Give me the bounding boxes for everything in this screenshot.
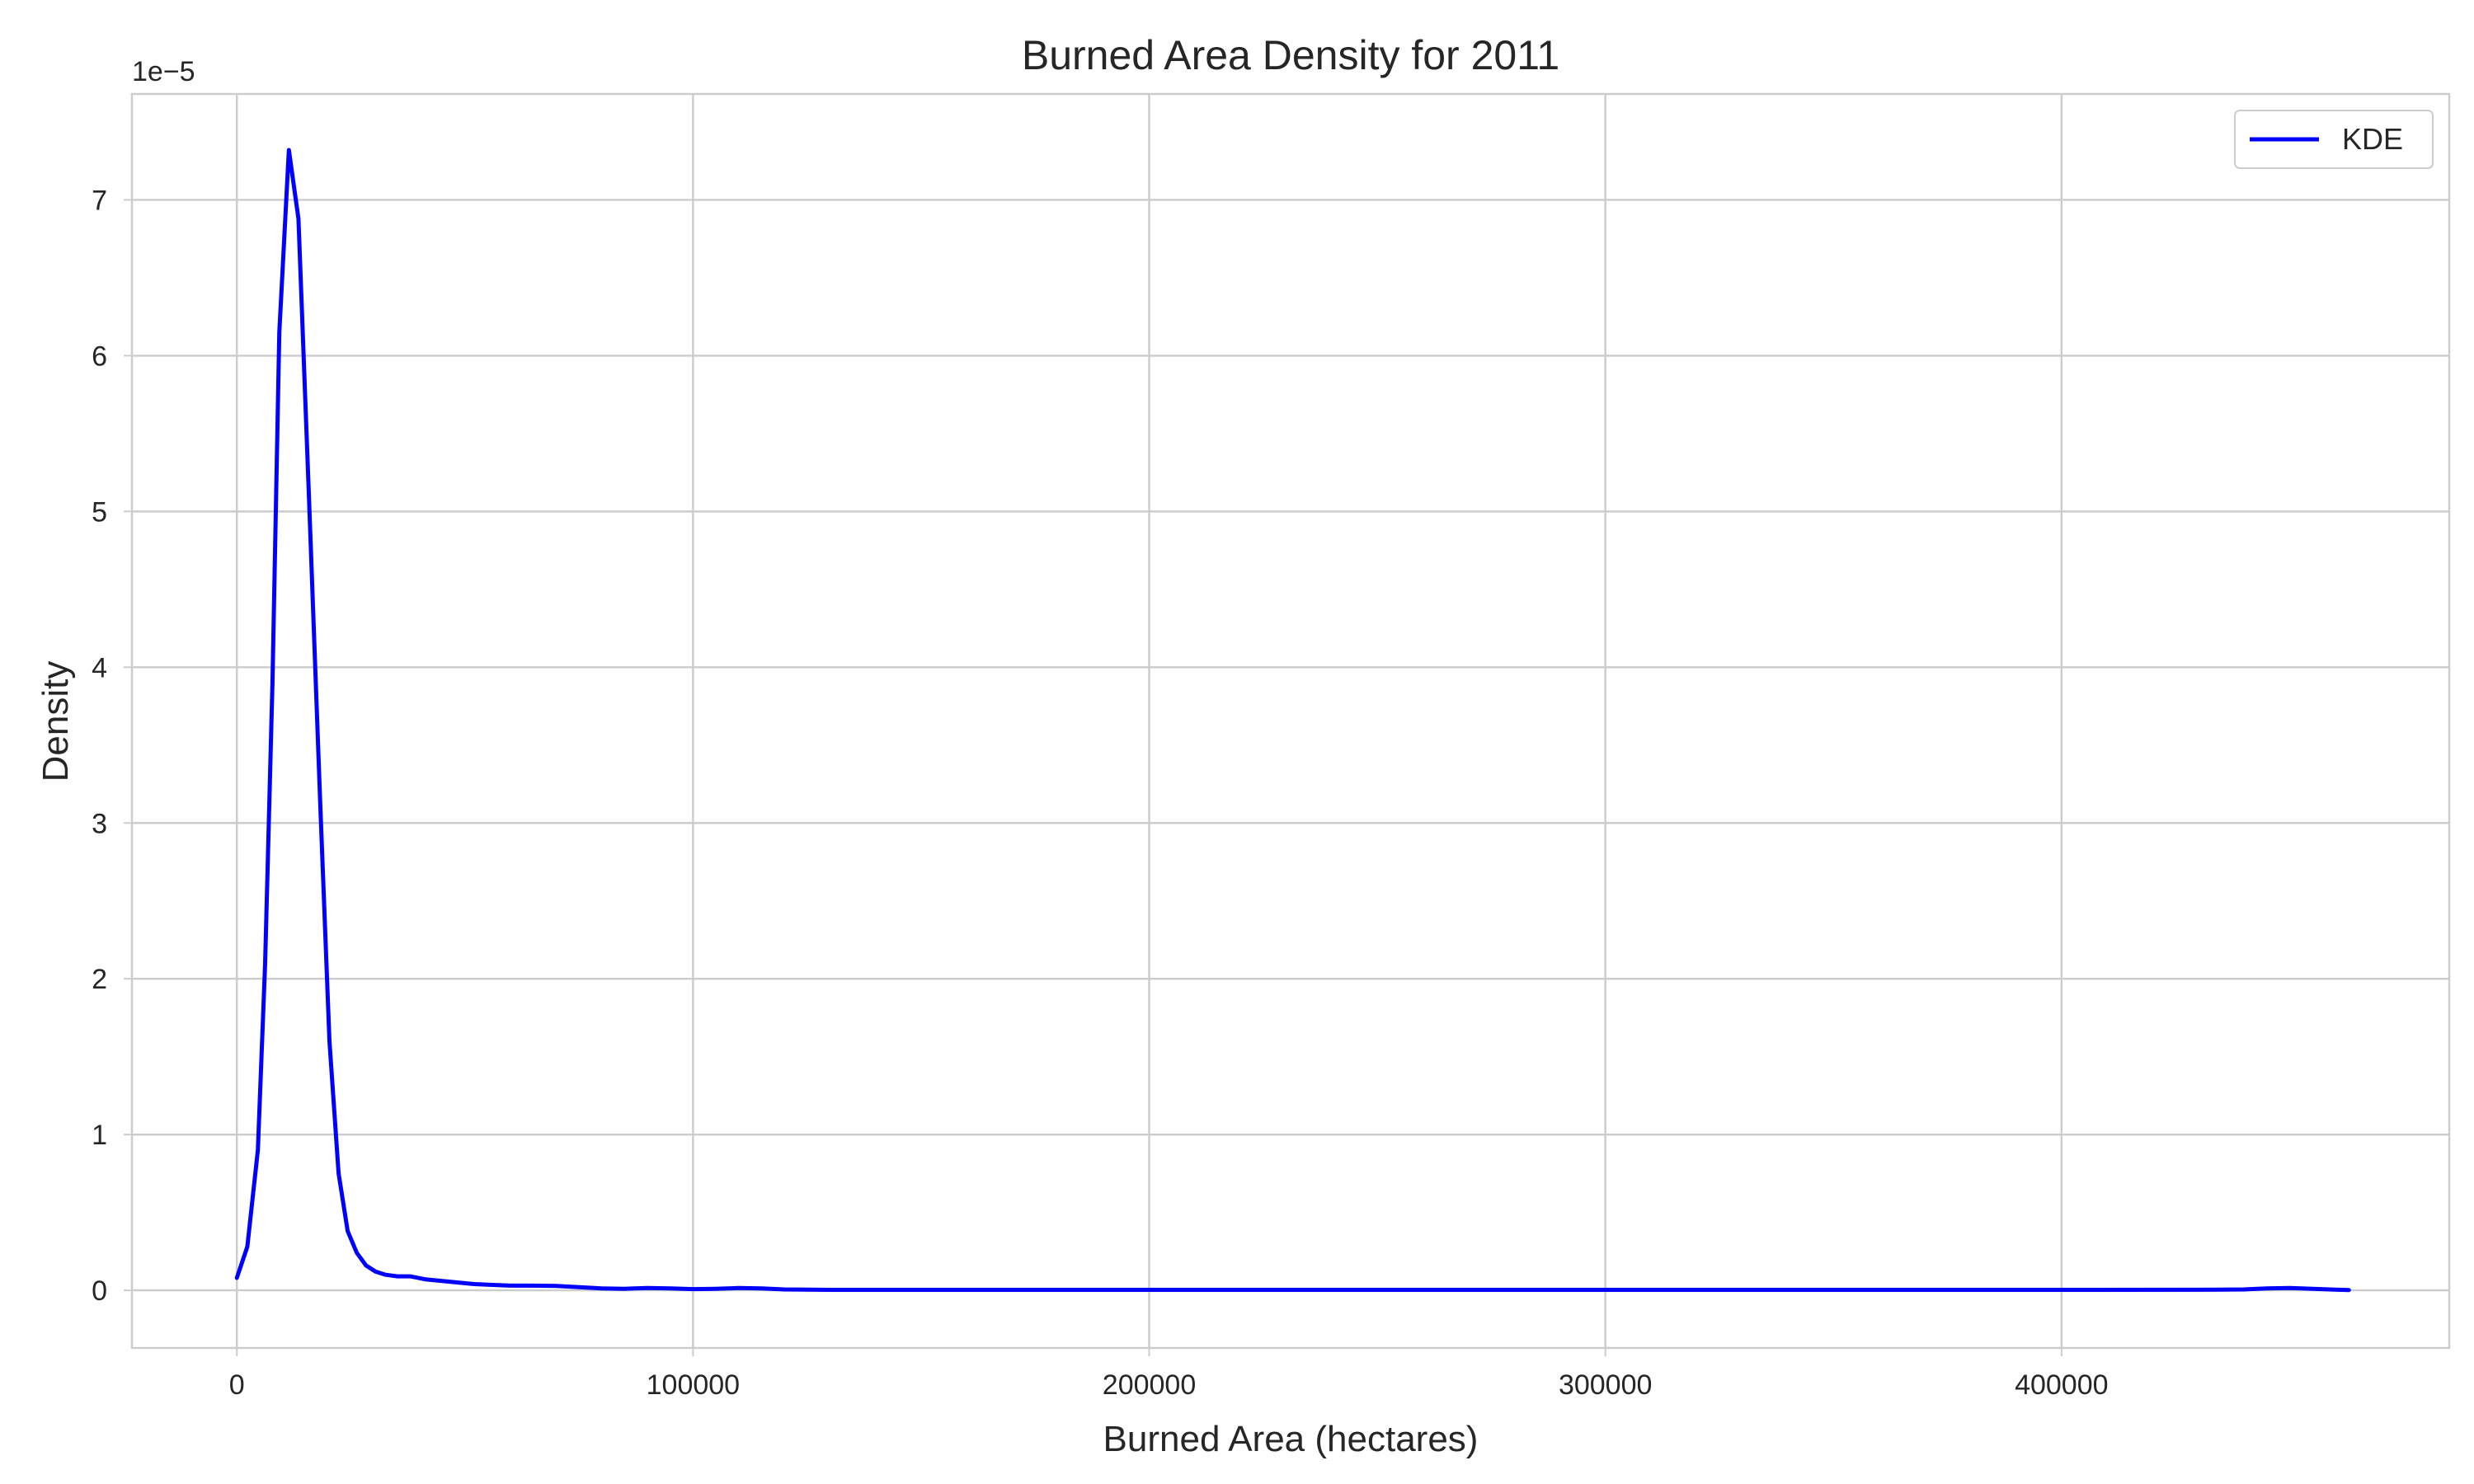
y-tick-label: 1 [92, 1120, 107, 1151]
x-tick-label: 200000 [1103, 1369, 1196, 1401]
legend: KDE [2234, 110, 2434, 169]
series-layer [234, 148, 2351, 1293]
y-tick-label: 2 [92, 964, 107, 995]
x-gridlines [236, 94, 2063, 1348]
x-tick-label: 400000 [2015, 1369, 2108, 1401]
chart-title: Burned Area Density for 2011 [1022, 32, 1559, 78]
x-axis-label: Burned Area (hectares) [1103, 1419, 1479, 1459]
x-tick-label: 300000 [1559, 1369, 1652, 1401]
x-tick-label: 0 [229, 1369, 245, 1401]
x-axis-ticks: 0 100000 200000 300000 400000 [229, 1348, 2109, 1401]
series-line-kde [234, 148, 2351, 1293]
y-tick-label: 3 [92, 808, 107, 839]
y-axis-scale-label: 1e−5 [132, 56, 195, 87]
y-axis-label: Density [35, 661, 76, 782]
y-axis-ticks: 0 1 2 3 4 5 6 7 [92, 185, 132, 1307]
y-tick-label: 5 [92, 496, 107, 528]
y-tick-label: 7 [92, 185, 107, 216]
legend-box [2234, 110, 2434, 169]
plot-frame [130, 92, 2451, 1350]
y-tick-label: 6 [92, 340, 107, 372]
y-tick-label: 4 [92, 652, 107, 683]
legend-label-kde: KDE [2342, 122, 2403, 156]
y-tick-label: 0 [92, 1275, 107, 1307]
x-tick-label: 100000 [647, 1369, 740, 1401]
